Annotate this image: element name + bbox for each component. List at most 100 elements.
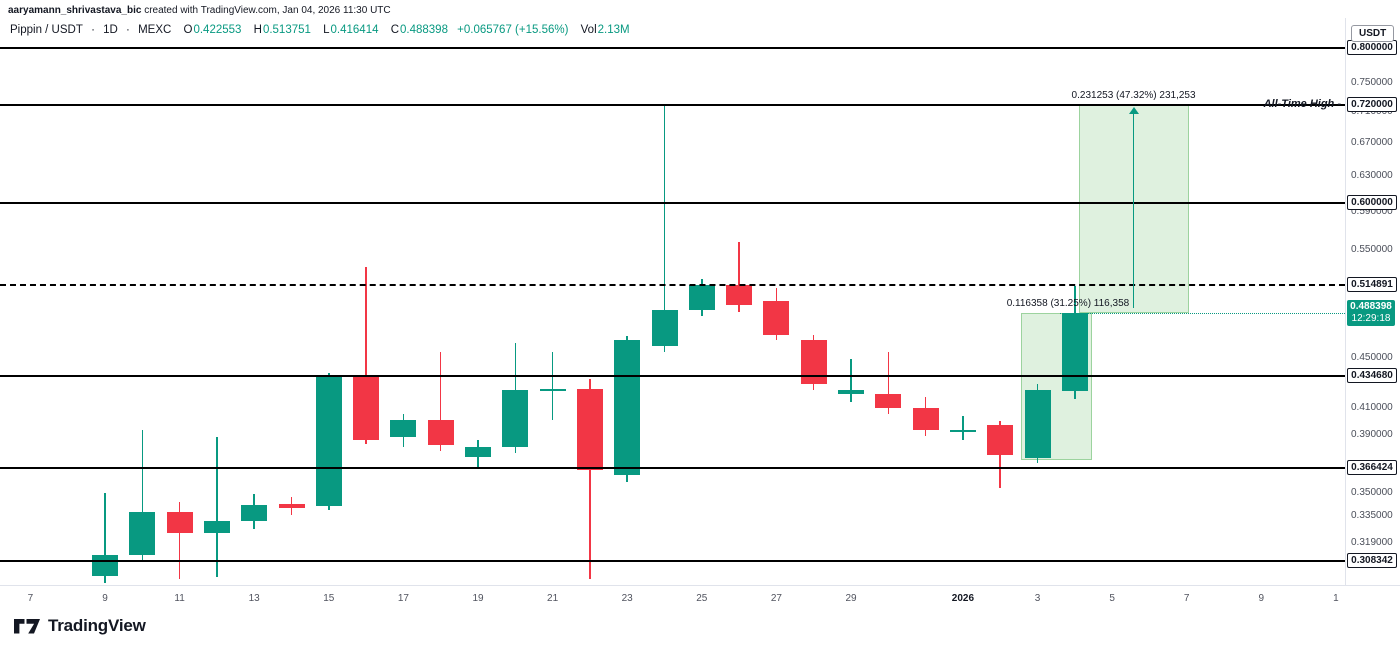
candle-body [651,310,678,346]
candle-body [800,339,827,385]
time-scale-label[interactable]: 23 [621,593,633,604]
time-scale-label[interactable]: 27 [770,593,782,604]
change-value: +0.065767 (+15.56%) [457,24,569,36]
candle-wick [141,430,144,562]
currency-badge[interactable]: USDT [1351,25,1395,42]
candle-wick [104,492,106,583]
candle-body [875,393,902,408]
time-scale-label[interactable]: 9 [102,593,108,604]
low-label: L [323,24,330,36]
price-scale-label: 0.550000 [1351,243,1393,255]
price-scale-label: 0.335000 [1351,510,1393,522]
price-scale-label: 0.710000 [1351,106,1393,118]
time-scale-label[interactable]: 7 [27,593,34,604]
close-value: 0.488398 [400,24,448,36]
candle-wick [589,379,591,580]
high-value: 0.513751 [262,24,311,36]
price-level-line[interactable] [0,467,1345,470]
candle-wick [216,437,218,578]
candle-body [1061,313,1088,392]
candle-body [278,504,305,509]
candle-wick [551,351,554,420]
price-scale-label: 0.630000 [1351,170,1393,182]
candle-wick [663,104,666,353]
tradingview-logo[interactable]: TradingView [14,616,146,636]
candle-wick [178,502,181,580]
time-scale-label[interactable]: 5 [1109,593,1115,604]
all-time-high-label: All-Time High - [1263,97,1341,110]
exchange-label[interactable]: MEXC [138,24,172,36]
candle-body [502,389,529,448]
close-label: C [390,24,399,36]
price-scale-label: 0.450000 [1351,351,1393,363]
time-scale-label[interactable]: 11 [174,593,185,604]
time-scale-label[interactable]: 3 [1034,593,1041,604]
candle-wick [887,351,890,414]
price-level-line[interactable] [0,375,1345,378]
attribution-username: aaryamann_shrivastava_bic [8,5,142,16]
symbol-title[interactable]: Pippin / USDT [10,24,83,36]
price-level-line[interactable] [0,103,1345,106]
candle-body [763,300,790,336]
time-scale-label[interactable]: 25 [696,593,708,604]
candle-body [539,388,566,392]
candle-wick [439,351,442,452]
candle-wick [738,241,740,313]
time-scale-label[interactable]: 2026 [951,593,975,604]
time-scale-label[interactable]: 9 [1258,593,1265,604]
candle-body [1024,389,1051,458]
tradingview-logo-icon [14,618,40,633]
time-scale-label[interactable]: 29 [845,593,857,604]
time-scale-label[interactable]: 17 [397,593,409,604]
candle-body [576,388,603,471]
open-value: 0.422553 [193,24,242,36]
time-scale-label[interactable]: 15 [323,593,335,604]
separator: · [91,24,95,36]
price-level-line[interactable] [0,201,1345,204]
candle-wick [850,358,852,402]
candle-body [912,408,939,430]
attribution-bar: aaryamann_shrivastava_bic created with T… [8,5,391,16]
candle-body [390,419,417,438]
interval-label[interactable]: 1D [103,24,118,36]
price-level-badge: 0.600000 [1347,194,1397,210]
price-scale-label: 0.350000 [1351,486,1393,498]
candle-body [465,447,491,458]
time-scale-label[interactable]: 21 [547,593,559,604]
price-level-badge: 0.720000 [1347,96,1397,112]
separator: · [126,24,130,36]
attribution-text: created with TradingView.com, Jan 04, 20… [141,5,391,16]
price-scale-label: 0.590000 [1351,205,1393,217]
time-scale-label[interactable]: 13 [248,593,260,604]
candle-body [427,419,454,445]
current-price-badge: 0.488398 12:29:18 [1347,300,1395,327]
price-level-line[interactable] [0,46,1345,49]
volume-label: Vol [580,24,597,36]
candle-wick [365,267,367,445]
volume-value: 2.13M [597,24,630,36]
candle-body [838,390,864,394]
projection-label: 0.231253 (47.32%) 231,253 [1071,89,1196,101]
price-level-badge: 0.366424 [1347,460,1397,476]
time-scale-label[interactable]: 19 [472,593,484,604]
candle-body [614,339,641,475]
current-price-line [1059,312,1345,314]
open-label: O [183,24,193,36]
price-scale-label: 0.319000 [1351,536,1393,548]
price-scale-label: 0.390000 [1351,428,1393,440]
candle-body [315,375,342,506]
time-scale-label[interactable]: 1 [1333,593,1339,604]
time-scale-label[interactable]: 7 [1183,593,1190,604]
price-level-line-dashed[interactable] [0,284,1345,287]
price-level-badge: 0.308342 [1347,552,1397,568]
price-level-line[interactable] [0,559,1345,562]
candle-body [353,375,380,441]
tradingview-logo-text: TradingView [48,616,146,635]
high-label: H [253,24,262,36]
current-price-value: 0.488398 [1350,301,1392,313]
countdown-timer: 12:29:18 [1351,313,1391,325]
projection-label: 0.116358 (31.25%) 116,358 [1006,298,1130,310]
price-level-badge: 0.514891 [1347,277,1397,293]
